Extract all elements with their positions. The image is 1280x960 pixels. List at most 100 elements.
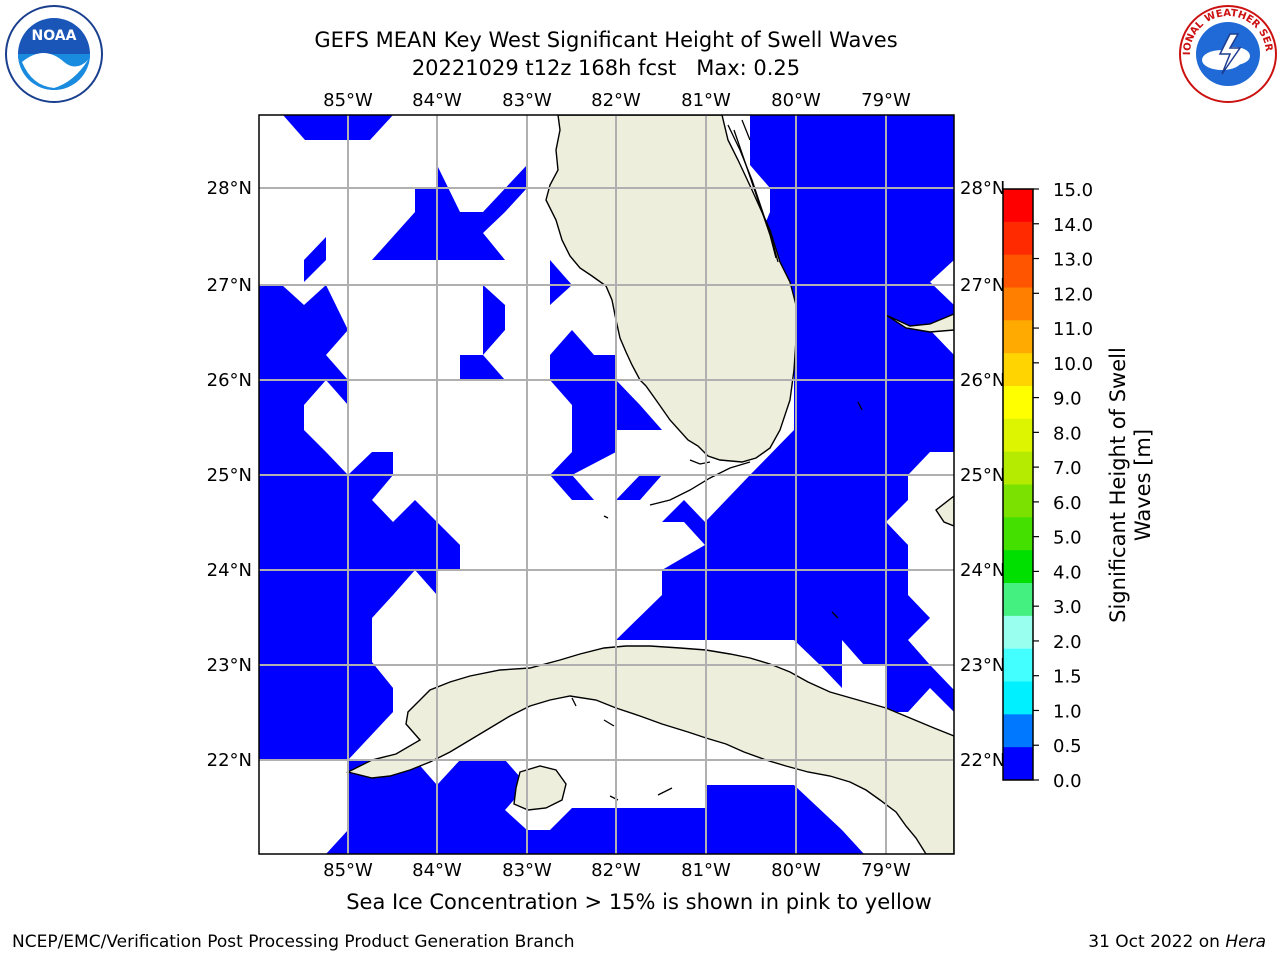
colorbar-segment (1003, 254, 1033, 288)
lon-labels-bottom: 85°W 84°W 83°W 82°W 81°W 80°W 79°W (323, 860, 911, 881)
lon-label-top: 80°W (771, 90, 821, 111)
lon-label-bottom: 84°W (412, 860, 462, 881)
footer-credit: NCEP/EMC/Verification Post Processing Pr… (12, 932, 575, 952)
swell-region (550, 475, 594, 500)
colorbar-tick-label: 10.0 (1053, 354, 1093, 375)
lon-label-top: 79°W (861, 90, 911, 111)
colorbar-tick-label: 3.0 (1053, 597, 1082, 618)
swell-region (550, 260, 572, 305)
colorbar-tick-label: 9.0 (1053, 389, 1082, 410)
colorbar-tick-label: 13.0 (1053, 250, 1093, 271)
lat-label-left: 25°N (207, 465, 252, 486)
colorbar-segment (1003, 287, 1033, 321)
colorbar-tick-label: 0.0 (1053, 771, 1082, 792)
footer-host: Hera (1225, 932, 1266, 952)
lat-label-right: 26°N (960, 370, 1005, 391)
map-gridlines (259, 115, 954, 854)
colorbar-segment (1003, 386, 1033, 420)
noaa-logo-text: NOAA (32, 28, 77, 44)
lat-label-right: 25°N (960, 465, 1005, 486)
colorbar: 15.0 14.0 13.0 12.0 11.0 10.0 9.0 8.0 7.0 6.0 5.0 4… (1002, 180, 1093, 792)
colorbar-segment (1003, 221, 1033, 256)
colorbar-tick-label: 7.0 (1053, 458, 1082, 479)
cuba-landmass (345, 645, 954, 854)
chart-title: GEFS MEAN Key West Significant Height of… (0, 26, 1212, 82)
land-masses (345, 115, 954, 854)
colorbar-tick-label: 2.0 (1053, 632, 1082, 653)
colorbar-segment (1003, 418, 1033, 453)
lon-label-top: 84°W (412, 90, 462, 111)
lon-label-top: 83°W (502, 90, 552, 111)
colorbar-label-line-2: Waves [m] (1131, 429, 1155, 541)
colorbar-segment (1003, 517, 1033, 551)
colorbar-segment (1003, 320, 1033, 354)
lat-label-right: 23°N (960, 655, 1005, 676)
lon-label-bottom: 79°W (861, 860, 911, 881)
colorbar-segment (1003, 189, 1033, 223)
colorbar-tick-label: 1.5 (1053, 667, 1082, 688)
lat-label-right: 22°N (960, 750, 1005, 771)
lat-label-left: 28°N (207, 178, 252, 199)
lon-label-bottom: 81°W (681, 860, 731, 881)
colorbar-segment (1003, 484, 1033, 518)
colorbar-tick-label: 12.0 (1053, 284, 1093, 305)
map-area (259, 115, 954, 854)
colorbar-frame (1002, 188, 1034, 781)
colorbar-tick-label: 11.0 (1053, 319, 1093, 340)
swell-region (550, 330, 662, 475)
colorbar-segment (1003, 648, 1033, 682)
lon-label-top: 85°W (323, 90, 373, 111)
noaa-logo: NOAA (5, 5, 103, 103)
swell-region (283, 115, 393, 140)
colorbar-tick-label: 8.0 (1053, 423, 1082, 444)
title-line-2: 20221029 t12z 168h fcst Max: 0.25 (411, 56, 801, 80)
lon-label-top: 82°W (591, 90, 641, 111)
colorbar-segment (1003, 451, 1033, 485)
colorbar-segment (1003, 714, 1033, 748)
swell-height-field (259, 115, 954, 854)
lat-label-left: 26°N (207, 370, 252, 391)
lon-labels-top: 85°W 84°W 83°W 82°W 81°W 80°W 79°W (323, 90, 911, 111)
swell-region (259, 330, 282, 372)
nws-logo: NATIONAL WEATHER SERVICE (1178, 4, 1277, 103)
colorbar-segment (1003, 681, 1033, 715)
map-frame (258, 114, 955, 855)
lat-label-left: 23°N (207, 655, 252, 676)
swell-region (259, 285, 460, 760)
footer-date: 31 Oct 2022 on Hera (1088, 932, 1266, 952)
swell-region (326, 760, 864, 854)
sea-ice-note: Sea Ice Concentration > 15% is shown in … (346, 890, 932, 914)
colorbar-label-line-1: Significant Height of Swell (1106, 347, 1130, 623)
swell-region (372, 165, 527, 260)
swell-region (616, 115, 954, 712)
title-line-1: GEFS MEAN Key West Significant Height of… (314, 28, 898, 52)
bahamas-landmass (935, 495, 954, 527)
lat-label-left: 27°N (207, 275, 252, 296)
lat-labels-left: 28°N 27°N 26°N 25°N 24°N 23°N 22°N (207, 178, 252, 771)
lat-label-right: 27°N (960, 275, 1005, 296)
colorbar-segment (1003, 550, 1033, 584)
lon-label-top: 81°W (681, 90, 731, 111)
lon-label-bottom: 83°W (502, 860, 552, 881)
lon-label-bottom: 85°W (323, 860, 373, 881)
bahamas-landmass (885, 313, 954, 333)
lat-labels-right: 28°N 27°N 26°N 25°N 24°N 23°N 22°N (960, 178, 1005, 771)
colorbar-tick-label: 0.5 (1053, 736, 1082, 757)
colorbar-tick-label: 1.0 (1053, 701, 1082, 722)
colorbar-tick-label: 6.0 (1053, 493, 1082, 514)
lon-label-bottom: 82°W (591, 860, 641, 881)
colorbar-segment (1003, 747, 1033, 781)
swell-region (616, 475, 662, 500)
florida-landmass (545, 115, 797, 463)
colorbar-tick-label: 5.0 (1053, 528, 1082, 549)
colorbar-segment (1003, 615, 1033, 650)
lon-label-bottom: 80°W (771, 860, 821, 881)
lat-label-right: 24°N (960, 560, 1005, 581)
colorbar-tick-label: 14.0 (1053, 215, 1093, 236)
lat-label-left: 24°N (207, 560, 252, 581)
colorbar-segment (1003, 583, 1033, 617)
lat-label-right: 28°N (960, 178, 1005, 199)
footer-date-text: 31 Oct 2022 on (1088, 932, 1226, 952)
swell-region (460, 285, 505, 380)
